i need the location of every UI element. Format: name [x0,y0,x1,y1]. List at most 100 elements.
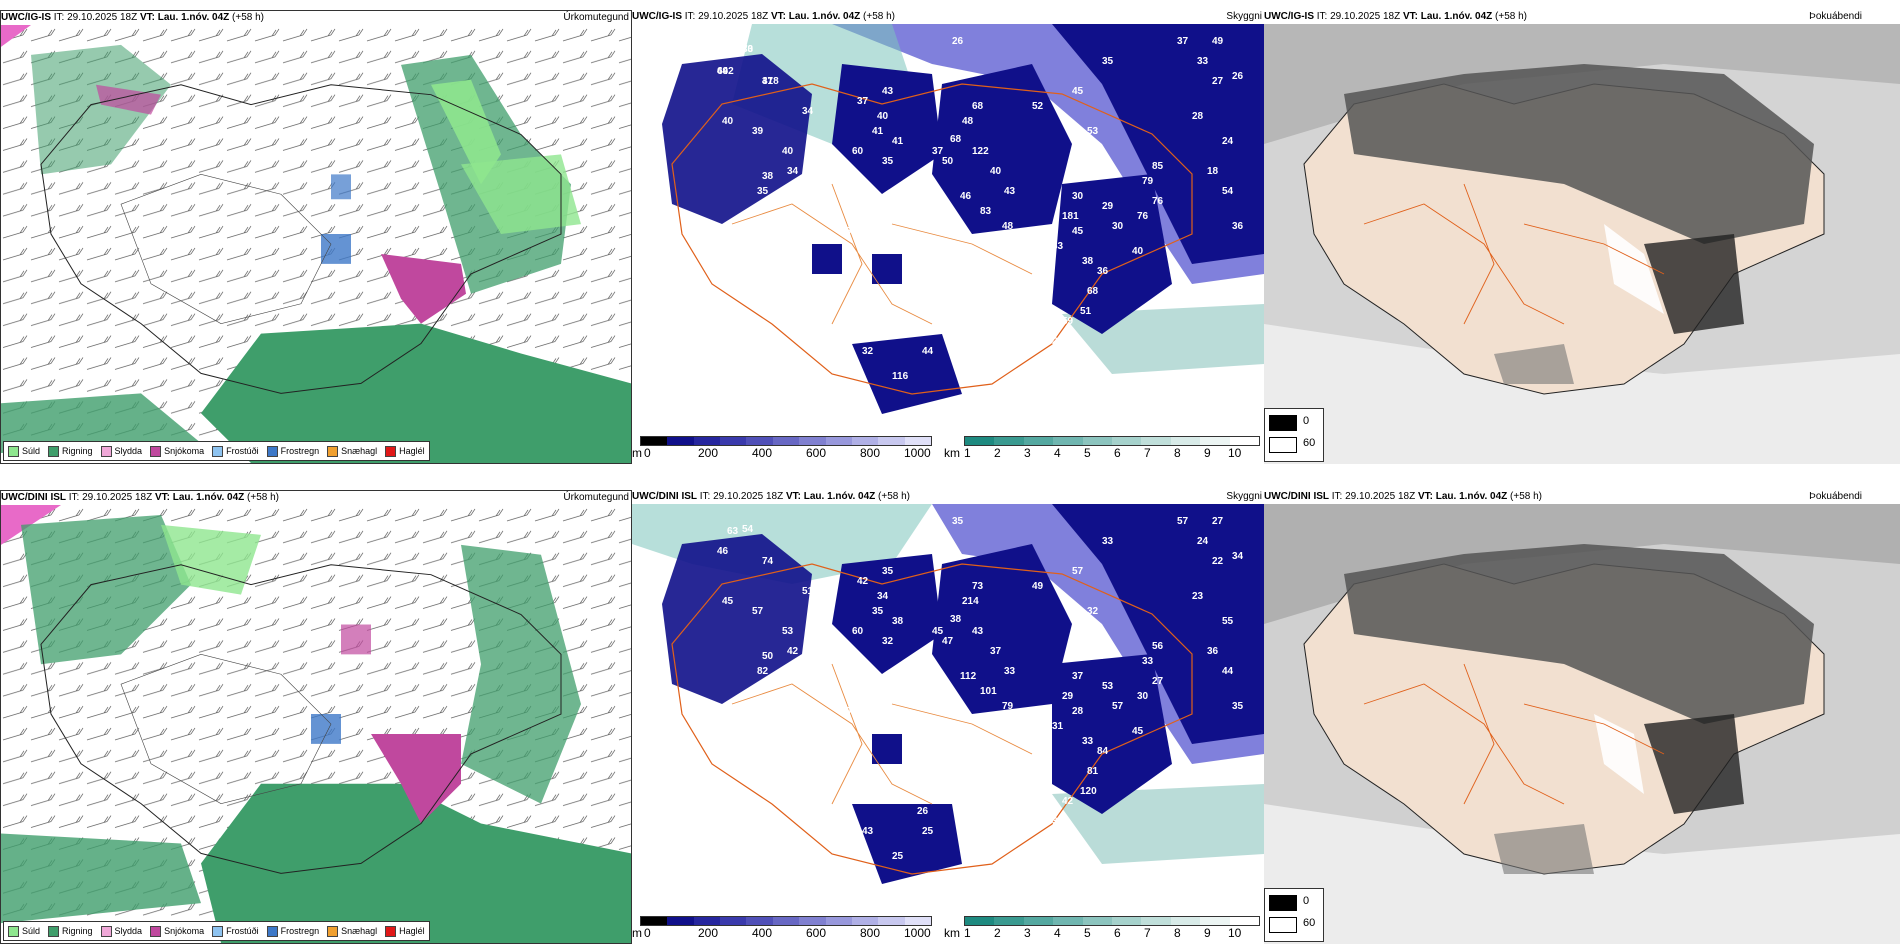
fog-legend-swatch [1269,437,1297,453]
cloud-base-label: 40 [782,146,794,157]
vt-label: VT: [785,491,801,502]
cloud-base-label: 51 [907,656,919,667]
legend-item: Haglél [385,445,425,457]
precip-map [1,25,631,463]
cloud-base-label: 35 [952,516,964,527]
cloud-base-label: 34 [1232,551,1244,562]
panel-title: Skyggni [1226,11,1262,22]
panel-header: UWC/IG-IS IT: 29.10.2025 18Z VT: Lau. 1.… [1264,10,1900,24]
cloud-base-label: 51 [1080,306,1092,317]
cloud-base-label: 28 [1072,706,1084,717]
cloud-base-label: 40 [722,116,734,127]
colorbar-tick: 3 [1024,446,1031,460]
visibility-colorbar: km 1 2 3 4 5 6 7 8 9 10 [944,436,1262,462]
colorbar-tick: 7 [1144,926,1151,940]
cloud-base-label: 54 [1222,186,1234,197]
cloud-base-label: 181 [1062,211,1079,222]
fog-panel-row1: UWC/IG-IS IT: 29.10.2025 18Z VT: Lau. 1.… [1264,10,1900,464]
vt-value: Lau. 1.nóv. 04Z [803,491,876,502]
cloud-base-label: 37 [990,646,1002,657]
cloud-base-label: 33 [742,44,754,55]
lead-time: (+58 h) [1510,491,1542,502]
lead-time: (+58 h) [863,11,895,22]
panel-title: Skyggni [1226,491,1262,502]
cloud-base-label: 52 [1032,101,1044,112]
cloud-base-label: 31 [1092,171,1104,182]
cloud-base-label: 27 [1212,76,1224,87]
cloud-base-label: 35 [1102,56,1114,67]
cloud-base-label: 57 [1177,516,1189,527]
legend-item: Snæhagl [327,445,377,457]
cloud-base-label: 27 [1152,676,1164,687]
cloud-base-label: 76 [1152,196,1164,207]
cloud-base-label: 36 [1052,816,1064,827]
fog-legend-swatch [1269,917,1297,933]
it-value: 29.10.2025 18Z [698,11,769,22]
cloud-base-label: 38 [1082,256,1094,267]
colorbar-tick: 9 [1204,926,1211,940]
cloud-base-label: 38 [892,616,904,627]
cloud-base-label: 46 [717,546,729,557]
precip-panel-row1: UWC/IG-IS IT: 29.10.2025 18Z VT: Lau. 1.… [0,10,632,464]
legend-item: Frostregn [266,445,319,457]
colorbar-tick: 1 [964,926,971,940]
cloud-base-label: 24 [1197,536,1209,547]
cloud-base-label: 74 [762,556,774,567]
model-name: UWC/DINI ISL [632,491,697,502]
fog-map [1264,24,1900,464]
cloud-base-label: 45 [1132,726,1144,737]
colorbar-tick: 400 [752,446,773,460]
cloud-base-label: 61 [932,726,944,737]
cloud-base-label: 43 [882,86,894,97]
cloud-base-label: 26 [917,806,929,817]
panel-header: UWC/DINI ISL IT: 29.10.2025 18Z VT: Lau.… [632,490,1264,504]
cloud-base-label: 36 [840,226,852,237]
cloud-base-label: 40 [812,671,824,682]
colorbar-tick: 1 [964,446,971,460]
colorbar-tick: 800 [860,446,881,460]
colorbar-tick: 2 [994,446,1001,460]
colorbar-tick: 400 [752,926,773,940]
cloud-base-label: 214 [962,596,979,607]
cloud-base-label: 116 [892,371,909,382]
cloud-base-label: 36 [1207,646,1219,657]
cloud-base-label: 47 [942,636,954,647]
cloud-base-label: 29 [932,246,944,257]
legend-item: Frostúði [212,925,259,937]
cloud-base-label: 43 [1082,151,1094,162]
colorbar-strip [964,436,1260,446]
cloud-base-label: 85 [1152,161,1164,172]
colorbar-tick: 0 [644,926,651,940]
cloud-base-label: 45 [932,626,944,637]
it-label: IT: [53,12,65,23]
lead-time: (+58 h) [1495,11,1527,22]
model-name: UWC/DINI ISL [1,492,66,503]
cloud-base-label: 48 [962,116,974,127]
cloud-base-label: 32 [882,636,894,647]
cloud-base-label: 43 [1004,186,1016,197]
legend-item: Slydda [100,445,142,457]
cloud-map-svg: 63 54467451455753425082603540423534353832… [632,504,1264,944]
legend-swatch [385,925,397,937]
legend-swatch [100,925,112,937]
colorbar-tick: 600 [806,926,827,940]
colorbar-tick: 200 [698,926,719,940]
cloud-base-label: 45 [1072,86,1084,97]
vt-label: VT: [1402,11,1418,22]
cloud-base-label: 60 [852,146,864,157]
panel-title: Úrkomutegund [563,12,629,23]
cloud-base-label: 63 [727,526,739,537]
cloud-base-label: 50 [942,156,954,167]
cloud-base-colorbar: m 0 200 400 600 800 1000 [632,436,942,462]
cloud-panel-row1: UWC/IG-IS IT: 29.10.2025 18Z VT: Lau. 1.… [632,10,1264,464]
cloud-base-label: 59 [842,166,854,177]
cloud-base-label: 30 [1137,691,1149,702]
precip-panel-row2: UWC/DINI ISL IT: 29.10.2025 18Z VT: Lau.… [0,490,632,944]
panel-title: Þokuábendi [1809,11,1862,22]
vt-label: VT: [770,11,786,22]
cloud-base-label: 79 [1002,701,1014,712]
cloud-base-label: 34 [802,106,814,117]
cloud-base-label: 25 [922,826,934,837]
cloud-base-label: 68 [1087,286,1099,297]
fog-legend-label: 60 [1303,437,1316,449]
